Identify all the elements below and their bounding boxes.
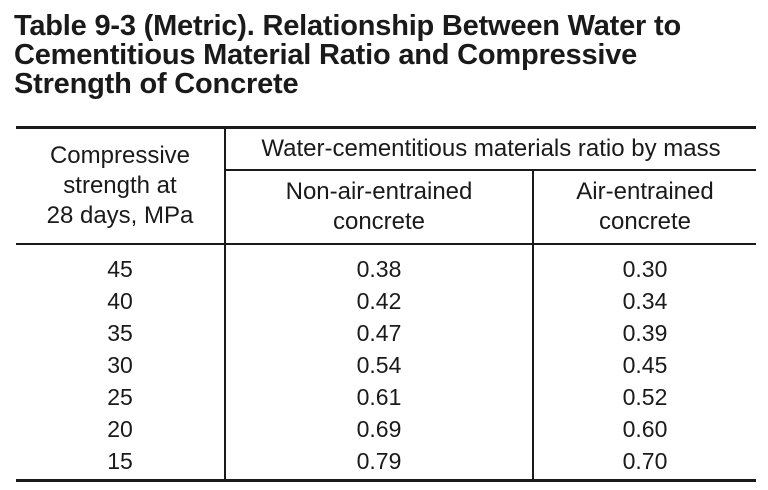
header-compressive-strength: Compressive strength at 28 days, MPa — [16, 126, 226, 245]
cell-strength: 15 — [16, 445, 226, 482]
cell-air-ratio: 0.30 — [622, 256, 668, 282]
cell-air-ratio: 0.60 — [622, 416, 668, 442]
table-row: 20 0.69 0.60 — [16, 413, 756, 445]
cell-non-air-ratio: 0.42 — [225, 285, 534, 317]
table-row: 40 0.42 0.34 — [16, 285, 756, 317]
header-non-air-entrained: Non-air-entrained concrete — [225, 170, 534, 245]
cell-air-ratio: 0.52 — [622, 384, 668, 410]
cell-non-air-ratio: 0.38 — [225, 244, 534, 285]
ratio-table: Compressive strength at 28 days, MPa Wat… — [16, 126, 756, 482]
cell-air-ratio: 0.70 — [533, 445, 756, 482]
cell-non-air-ratio: 0.61 — [225, 381, 534, 413]
cell-strength: 25 — [16, 381, 226, 413]
cell-non-air-ratio: 0.47 — [225, 317, 534, 349]
cell-non-air-ratio: 0.79 — [225, 445, 534, 482]
cell-air-ratio: 0.39 — [622, 320, 668, 346]
cell-strength: 35 — [16, 317, 226, 349]
cell-strength: 45 — [16, 244, 226, 285]
cell-strength: 40 — [16, 285, 226, 317]
cell-air-ratio: 0.45 — [622, 352, 668, 378]
table-row: 35 0.47 0.39 — [16, 317, 756, 349]
table-row: 25 0.61 0.52 — [16, 381, 756, 413]
table-title-line: Table 9-3 (Metric). Relationship Between… — [14, 10, 681, 42]
table-row: 45 0.38 0.30 — [16, 244, 756, 285]
table-row: 30 0.54 0.45 — [16, 349, 756, 381]
table-title-line: Cementitious Material Ratio and Compress… — [14, 39, 638, 71]
table-title-line: Strength of Concrete — [14, 68, 299, 100]
cell-strength: 20 — [16, 413, 226, 445]
table-row: 15 0.79 0.70 — [16, 445, 756, 482]
table-title: Table 9-3 (Metric). Relationship Between… — [14, 12, 754, 99]
cell-air-ratio: 0.34 — [622, 288, 668, 314]
header-air-entrained: Air-entrained concrete — [533, 170, 756, 245]
cell-non-air-ratio: 0.69 — [225, 413, 534, 445]
cell-non-air-ratio: 0.54 — [225, 349, 534, 381]
cell-strength: 30 — [16, 349, 226, 381]
header-water-cementitious-ratio: Water-cementitious materials ratio by ma… — [225, 126, 756, 171]
